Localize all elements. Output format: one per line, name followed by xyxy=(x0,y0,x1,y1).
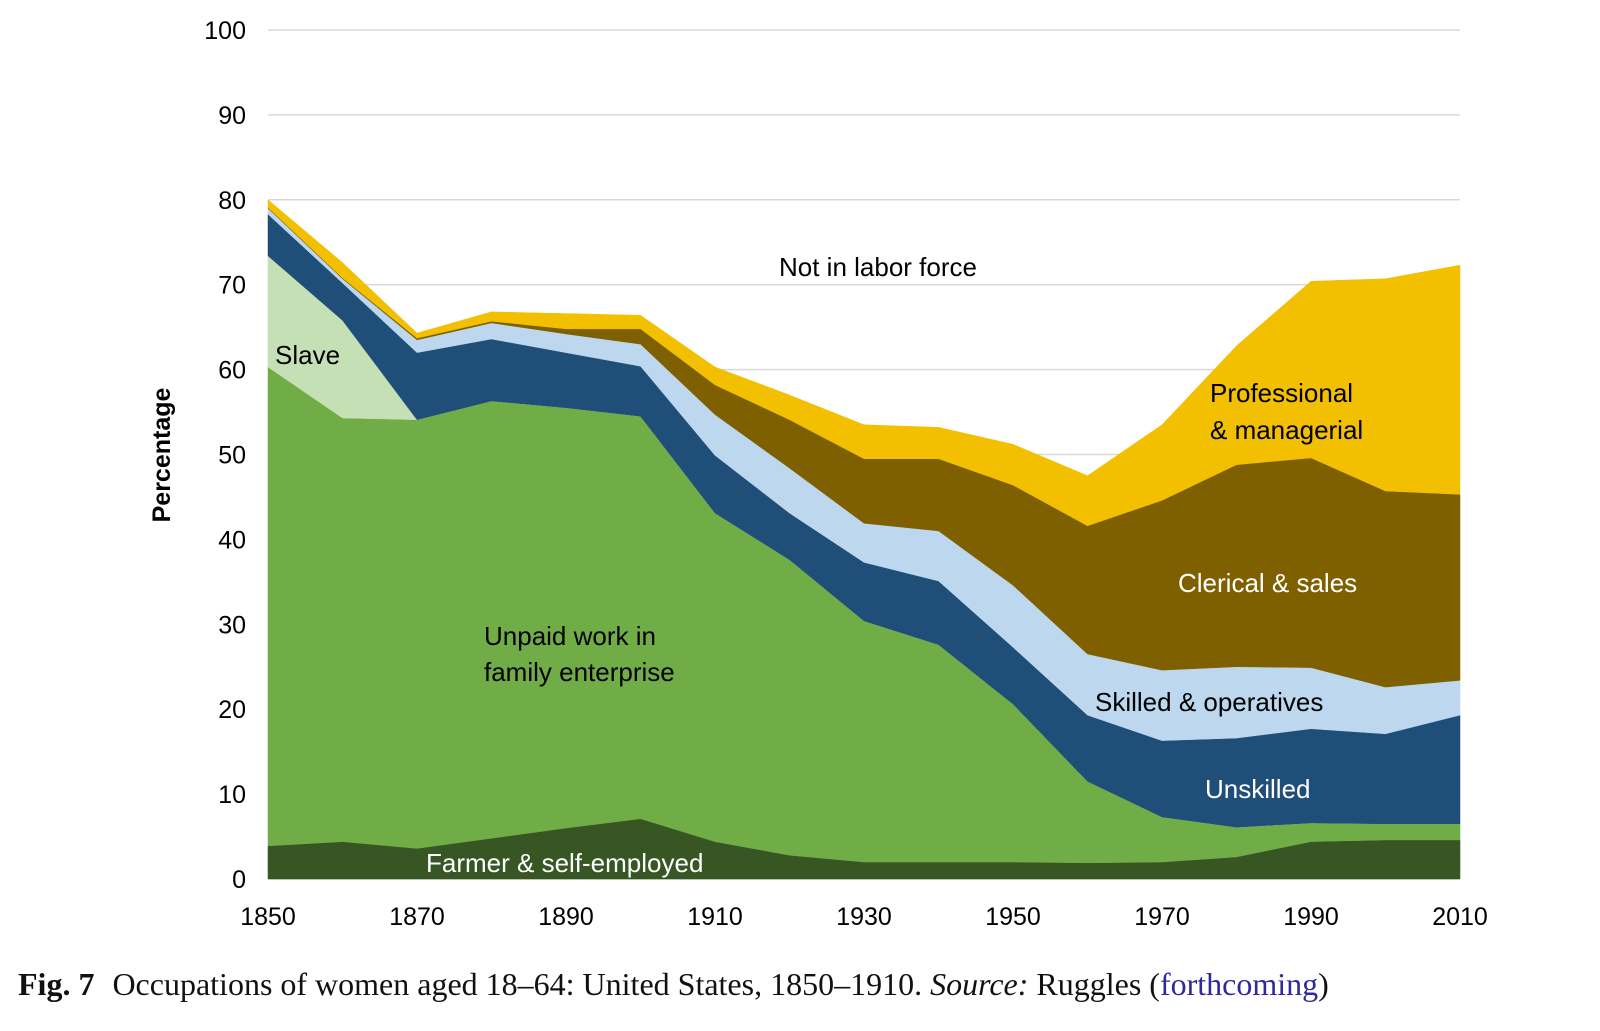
x-tick-label: 1950 xyxy=(985,903,1041,931)
x-tick-label: 1910 xyxy=(687,903,743,931)
caption-source: Ruggles ( xyxy=(1036,966,1160,1002)
label-unpaid-line1: Unpaid work in xyxy=(484,621,656,651)
y-tick-label: 50 xyxy=(218,442,246,470)
label-unpaid-line2: family enterprise xyxy=(484,657,675,687)
caption-link[interactable]: forthcoming xyxy=(1160,966,1318,1002)
x-tick-label: 1870 xyxy=(389,903,445,931)
y-tick-label: 0 xyxy=(232,866,246,894)
label-skilled: Skilled & operatives xyxy=(1095,687,1323,717)
caption-text: Occupations of women aged 18–64: United … xyxy=(112,966,922,1002)
y-tick-label: 70 xyxy=(218,272,246,300)
y-tick-label: 60 xyxy=(218,357,246,385)
y-axis-label: Percentage xyxy=(148,388,176,523)
y-tick-label: 40 xyxy=(218,526,246,554)
y-tick-labels: 0 10 20 30 40 50 60 70 80 90 100 xyxy=(204,17,246,894)
x-tick-labels: 1850 1870 1890 1910 1930 1950 1970 1990 2010 xyxy=(240,903,1488,931)
caption-source-label: Source: xyxy=(930,966,1028,1002)
y-tick-label: 80 xyxy=(218,187,246,215)
caption-close: ) xyxy=(1318,966,1329,1002)
x-tick-label: 1930 xyxy=(836,903,892,931)
caption-fig-number: Fig. 7 xyxy=(18,966,94,1002)
label-slave: Slave xyxy=(275,340,340,370)
y-tick-label: 30 xyxy=(218,611,246,639)
x-tick-label: 1890 xyxy=(538,903,594,931)
label-not-in-labor-force: Not in labor force xyxy=(779,252,977,282)
label-farmer: Farmer & self-employed xyxy=(426,848,703,878)
y-tick-label: 90 xyxy=(218,102,246,130)
x-tick-label: 1970 xyxy=(1134,903,1190,931)
figure-caption: Fig. 7 Occupations of women aged 18–64: … xyxy=(18,966,1329,1002)
x-tick-label: 1990 xyxy=(1283,903,1339,931)
y-tick-label: 20 xyxy=(218,696,246,724)
x-tick-label: 2010 xyxy=(1432,903,1488,931)
label-unskilled: Unskilled xyxy=(1205,774,1311,804)
label-professional-line2: & managerial xyxy=(1210,415,1363,445)
y-tick-label: 10 xyxy=(218,781,246,809)
x-tick-label: 1850 xyxy=(240,903,296,931)
label-professional-line1: Professional xyxy=(1210,378,1353,408)
y-tick-label: 100 xyxy=(204,17,246,45)
areas xyxy=(267,199,1461,880)
area-professional-managerial xyxy=(267,199,1461,527)
label-clerical: Clerical & sales xyxy=(1178,568,1357,598)
